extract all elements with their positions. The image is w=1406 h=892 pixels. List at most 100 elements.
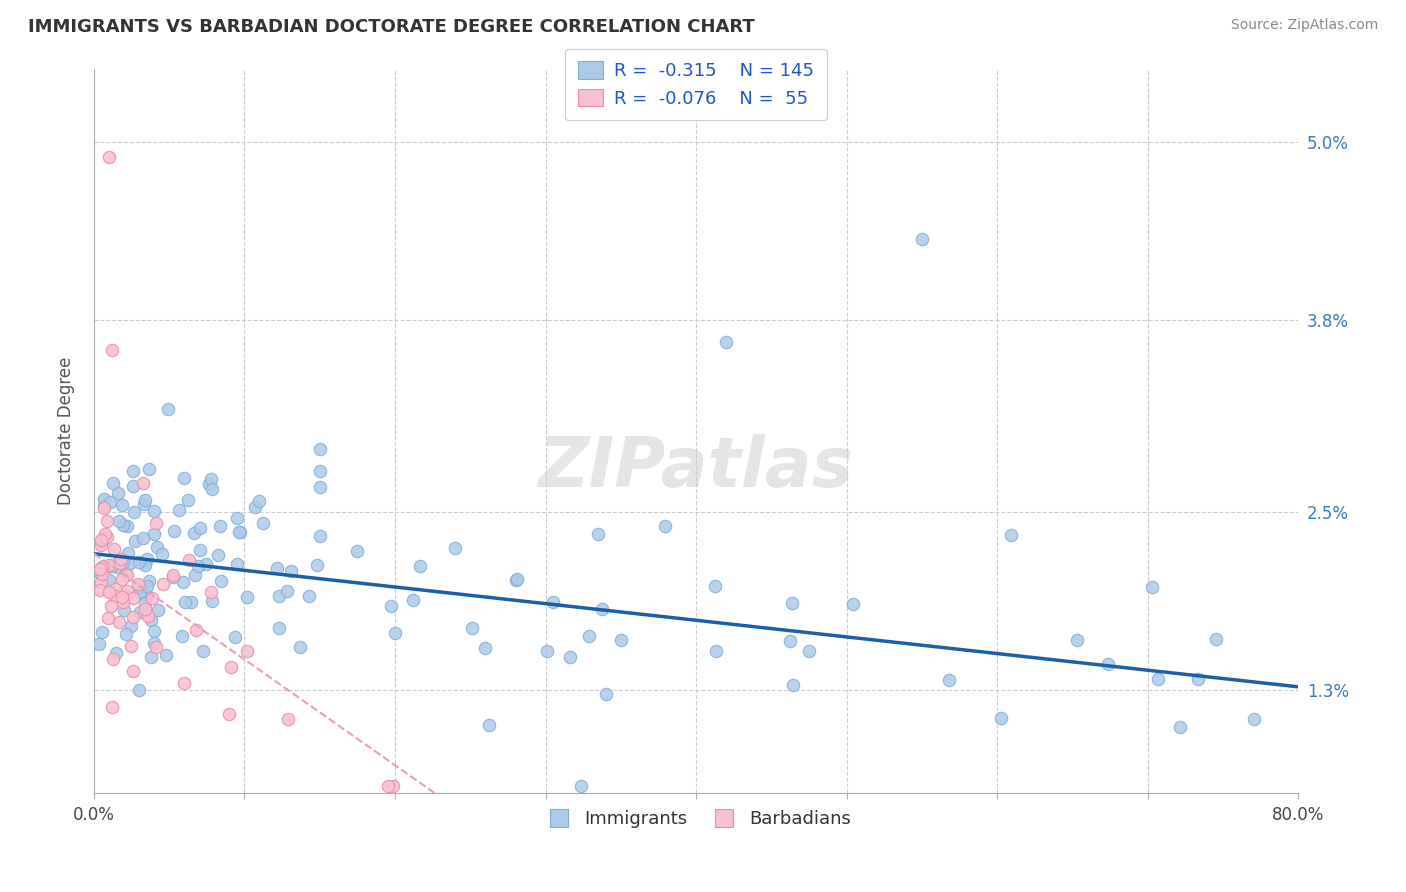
Point (782, 678, 804, 692)
Point (112, 602, 135, 616)
Point (276, 584, 298, 599)
Point (101, 652, 124, 666)
Point (591, 602, 613, 616)
Point (229, 524, 252, 539)
Point (1140, 580, 1163, 594)
Point (89, 582, 111, 597)
Point (235, 590, 257, 604)
Point (167, 502, 190, 516)
Point (298, 589, 321, 603)
Point (128, 584, 150, 599)
Point (208, 519, 231, 533)
Point (90, 538, 112, 552)
Point (1168, 720, 1191, 734)
Point (190, 543, 212, 558)
Point (201, 482, 224, 496)
Point (105, 560, 128, 574)
Point (706, 644, 728, 658)
Point (90, 574, 112, 589)
Point (143, 624, 166, 639)
Point (1097, 657, 1119, 671)
Point (269, 621, 291, 635)
Point (267, 590, 290, 604)
Point (134, 602, 156, 616)
Point (107, 553, 129, 567)
Legend: Immigrants, Barbadians: Immigrants, Barbadians (534, 803, 858, 835)
Point (107, 485, 129, 500)
Point (779, 634, 801, 648)
Point (134, 493, 156, 508)
Point (111, 555, 134, 569)
Point (990, 711, 1012, 725)
Point (132, 587, 155, 601)
Point (128, 579, 150, 593)
Point (101, 343, 124, 357)
Point (120, 557, 142, 571)
Point (93, 500, 115, 514)
Point (247, 493, 270, 508)
Point (1147, 672, 1170, 686)
Point (191, 643, 214, 657)
Point (1243, 712, 1265, 726)
Point (111, 572, 134, 586)
Point (97, 611, 120, 625)
Point (505, 572, 527, 586)
Point (143, 527, 166, 541)
Point (1187, 672, 1209, 686)
Point (200, 471, 222, 485)
Point (308, 442, 330, 456)
Point (98, 495, 121, 509)
Point (172, 574, 194, 589)
Point (111, 590, 134, 604)
Point (716, 335, 738, 350)
Point (91, 559, 114, 574)
Point (143, 503, 166, 517)
Point (842, 597, 865, 611)
Point (91, 533, 114, 548)
Point (474, 640, 496, 655)
Point (103, 476, 125, 491)
Point (117, 584, 139, 599)
Point (305, 558, 328, 572)
Point (280, 564, 302, 578)
Text: IMMIGRANTS VS BARBADIAN DOCTORATE DEGREE CORRELATION CHART: IMMIGRANTS VS BARBADIAN DOCTORATE DEGREE… (28, 18, 755, 36)
Point (101, 558, 124, 573)
Point (96, 530, 118, 544)
Point (93, 500, 115, 515)
Point (111, 498, 134, 512)
Point (145, 640, 167, 654)
Point (132, 497, 155, 511)
Point (266, 561, 288, 575)
Point (114, 588, 136, 602)
Point (104, 590, 127, 604)
Point (108, 615, 131, 629)
Point (115, 566, 138, 580)
Point (120, 618, 142, 632)
Point (152, 577, 174, 591)
Point (443, 541, 465, 556)
Point (129, 605, 152, 619)
Point (117, 546, 139, 560)
Point (782, 596, 804, 610)
Point (120, 639, 142, 653)
Point (145, 540, 167, 554)
Point (122, 591, 145, 605)
Point (207, 548, 229, 562)
Point (194, 557, 217, 571)
Point (571, 779, 593, 793)
Point (186, 624, 208, 638)
Point (138, 574, 160, 588)
Point (115, 519, 138, 533)
Point (252, 516, 274, 530)
Point (377, 779, 399, 793)
Point (174, 595, 197, 609)
Point (938, 673, 960, 687)
Point (409, 559, 432, 574)
Point (89, 566, 111, 580)
Point (308, 529, 330, 543)
Text: Source: ZipAtlas.com: Source: ZipAtlas.com (1230, 18, 1378, 32)
Point (127, 577, 149, 591)
Point (110, 552, 132, 566)
Point (141, 591, 163, 606)
Point (132, 531, 155, 545)
